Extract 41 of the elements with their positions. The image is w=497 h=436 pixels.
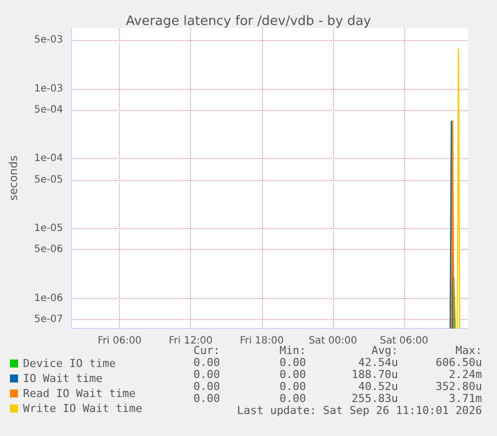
legend-label: IO Wait time bbox=[23, 372, 102, 385]
legend-label: Device IO time bbox=[23, 357, 116, 370]
text: 255.83u bbox=[352, 392, 398, 405]
text: Avg: bbox=[372, 344, 398, 357]
x-tick-label: Sat 06:00 bbox=[380, 336, 428, 346]
y-tick-label: 5e-06 bbox=[34, 244, 63, 256]
y-tick-label: 5e-04 bbox=[34, 104, 63, 116]
text: 352.80u bbox=[436, 380, 482, 393]
text: 2.24m bbox=[448, 368, 482, 381]
legend-label: Write IO Wait time bbox=[23, 402, 142, 415]
text: 0.00 bbox=[280, 392, 306, 405]
y-tick-label: 1e-03 bbox=[34, 83, 63, 94]
text: 3.71m bbox=[448, 392, 482, 405]
text: Cur: bbox=[194, 344, 220, 357]
x-tick-label: Fri 18:00 bbox=[240, 336, 284, 346]
y-tick-label: 5e-05 bbox=[34, 174, 63, 186]
y-tick-label: 1e-06 bbox=[34, 293, 63, 304]
x-tick-label: Sat 00:00 bbox=[308, 336, 358, 346]
text: 0.00 bbox=[194, 368, 220, 381]
y-tick-label: 1e-04 bbox=[34, 153, 63, 164]
text: 0.00 bbox=[194, 380, 220, 393]
text: Max: bbox=[456, 344, 482, 357]
text: 42.54u bbox=[358, 356, 398, 369]
text: 40.52u bbox=[358, 380, 398, 393]
text: 0.00 bbox=[280, 368, 306, 381]
y-tick-label: 1e-05 bbox=[34, 223, 63, 234]
legend-label: Read IO Wait time bbox=[23, 387, 136, 400]
text: Min: bbox=[280, 344, 306, 357]
text: Last update: Sat Sep 26 11:10:01 2026 bbox=[236, 404, 482, 417]
y-tick-label: 5e-03 bbox=[34, 34, 63, 46]
x-tick-label: Fri 06:00 bbox=[98, 336, 142, 346]
text: 0.00 bbox=[280, 380, 306, 393]
text: 0.00 bbox=[280, 356, 306, 369]
chart-title: Average latency for /dev/vdb - by day bbox=[126, 14, 372, 29]
y-tick-label: 5e-07 bbox=[34, 314, 63, 326]
text: 188.70u bbox=[352, 368, 398, 381]
y-axis-title: seconds bbox=[7, 155, 20, 200]
text: 0.00 bbox=[194, 356, 220, 369]
text: 0.00 bbox=[194, 392, 220, 405]
x-tick-label: Fri 12:00 bbox=[168, 336, 213, 346]
text: 606.50u bbox=[436, 356, 482, 369]
